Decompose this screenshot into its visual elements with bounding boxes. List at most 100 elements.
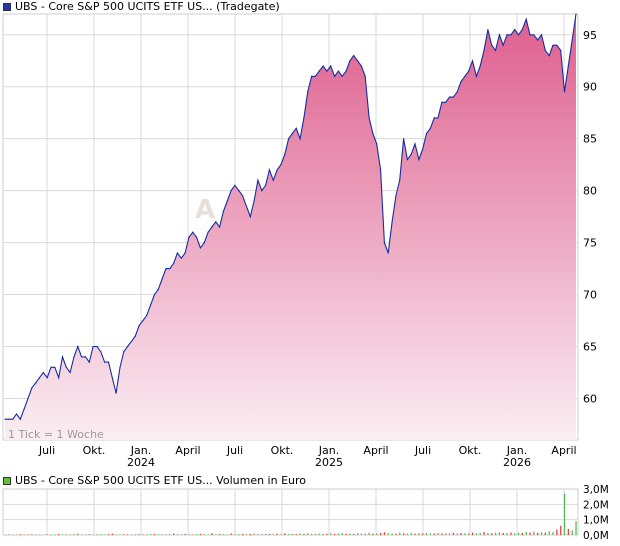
price-point (77, 345, 79, 348)
volume-bar (107, 534, 110, 535)
volume-bar (199, 533, 202, 535)
volume-bar (142, 534, 144, 535)
volume-bar (146, 534, 148, 535)
price-point (487, 29, 489, 31)
price-point (245, 205, 247, 207)
price-point (525, 18, 527, 20)
volume-bar (119, 534, 121, 535)
volume-bar (272, 534, 274, 535)
volume-bar (368, 532, 370, 535)
price-point (364, 75, 366, 77)
price-point (199, 247, 201, 249)
price-point (203, 242, 205, 244)
price-point (483, 49, 485, 52)
price-point (88, 361, 90, 363)
price-point (261, 190, 263, 192)
price-point (445, 101, 447, 103)
price-point (280, 164, 282, 166)
x-tick-label: Juli (414, 444, 431, 457)
x-tick-year: 2024 (127, 456, 155, 469)
volume-bar (157, 534, 159, 535)
price-point (38, 377, 41, 379)
price-point (192, 231, 194, 233)
volume-bar (245, 534, 248, 535)
volume-bar (376, 533, 378, 535)
price-point (268, 169, 270, 171)
volume-bar (544, 532, 546, 535)
volume-bar (138, 533, 140, 535)
price-point (410, 153, 412, 155)
volume-bar (391, 533, 393, 535)
price-point (176, 252, 178, 254)
volume-bar (414, 533, 416, 535)
volume-bar (165, 534, 167, 535)
volume-bar (433, 533, 435, 535)
volume-bar (249, 533, 251, 535)
x-tick-label: April (363, 444, 388, 457)
volume-bar (265, 533, 267, 535)
price-point (222, 210, 224, 212)
price-point (134, 335, 136, 337)
price-y-tick-label: 60 (583, 392, 597, 405)
price-point (127, 345, 129, 348)
volume-bar (215, 534, 217, 535)
volume-bar (560, 525, 562, 535)
volume-bar (69, 534, 71, 536)
volume-bar (334, 533, 336, 535)
volume-bar (192, 534, 194, 535)
volume-bar (65, 534, 67, 535)
volume-bar (268, 533, 271, 535)
volume-bar (211, 533, 213, 535)
price-point (84, 356, 87, 358)
price-point (464, 75, 466, 77)
volume-bar (226, 534, 228, 535)
volume-bar (73, 534, 75, 535)
price-point (491, 44, 493, 46)
price-point (230, 190, 232, 192)
x-tick-label: Okt. (271, 444, 294, 457)
volume-bar (23, 534, 25, 536)
volume-bar (406, 533, 409, 535)
volume-bar (303, 533, 305, 535)
price-point (61, 356, 64, 358)
volume-bar (514, 533, 516, 535)
volume-bar (353, 533, 355, 535)
volume-bar (456, 533, 458, 535)
price-point (380, 169, 382, 171)
volume-bar (130, 534, 133, 535)
price-point (544, 49, 546, 52)
price-point (567, 65, 569, 67)
volume-bar (27, 534, 29, 535)
price-y-tick-label: 80 (583, 185, 597, 198)
volume-bar (494, 532, 497, 535)
price-point (27, 397, 29, 399)
volume-legend: UBS - Core S&P 500 UCITS ETF US... Volum… (3, 474, 306, 487)
price-point (150, 304, 152, 306)
volume-bar (58, 533, 60, 535)
volume-bar (31, 534, 33, 535)
price-point (403, 138, 405, 140)
price-point (510, 34, 512, 36)
price-y-tick-label: 65 (583, 340, 597, 353)
price-point (173, 262, 175, 264)
volume-bar (395, 533, 397, 535)
price-legend-swatch (3, 2, 11, 11)
volume-bar (15, 534, 18, 535)
price-point (211, 226, 213, 228)
volume-bar (330, 533, 332, 535)
volume-bar (521, 532, 523, 535)
price-point (376, 143, 378, 145)
volume-bar (115, 534, 117, 535)
price-y-tick-label: 85 (583, 133, 597, 146)
volume-bar (81, 534, 83, 535)
volume-bar (441, 533, 443, 535)
price-y-tick-label: 95 (583, 29, 597, 42)
volume-bar (448, 533, 451, 535)
volume-bar (422, 533, 424, 535)
price-point (571, 39, 573, 41)
volume-bar (8, 534, 10, 535)
price-point (284, 153, 286, 155)
volume-bar (552, 532, 554, 535)
volume-bar (322, 533, 324, 535)
volume-bar (337, 533, 340, 535)
